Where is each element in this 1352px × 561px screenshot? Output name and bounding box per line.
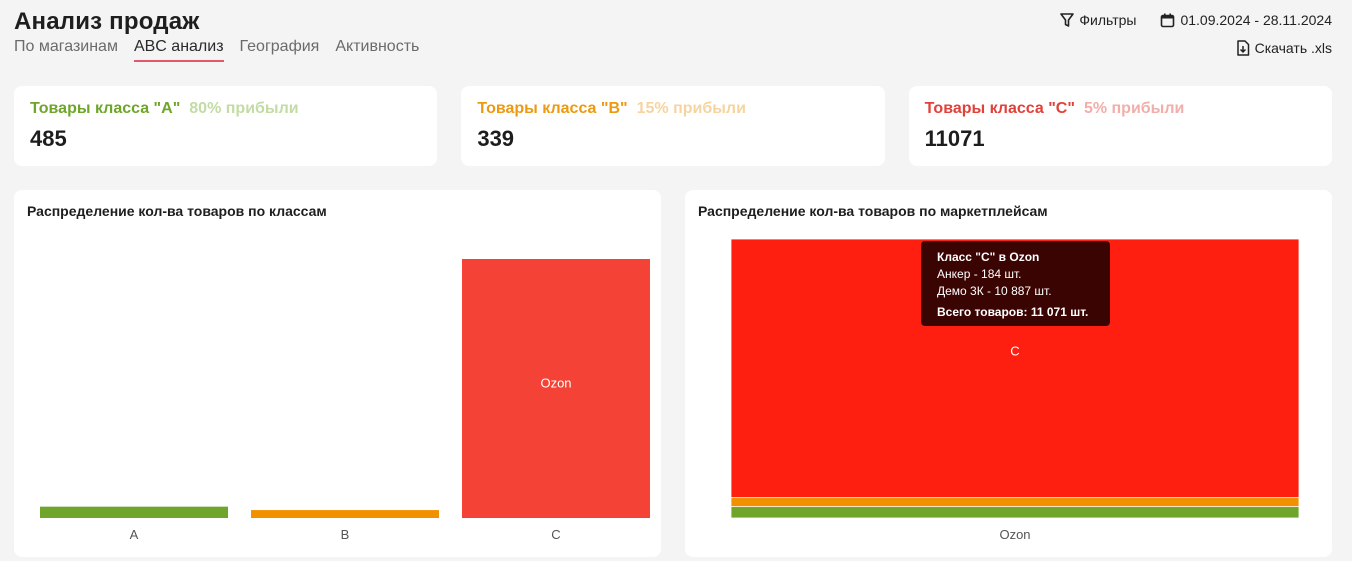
- segment-label: C: [1010, 343, 1019, 358]
- download-xls-button[interactable]: Скачать .xls: [1236, 40, 1332, 56]
- filter-icon: [1060, 12, 1075, 28]
- chart-panel-marketplaces: C Ozon Распределение кол-ва товаров по ма…: [685, 190, 1332, 557]
- date-range-picker[interactable]: 01.09.2024 - 28.11.2024: [1160, 12, 1332, 28]
- kpi-cards: Товары класса "A" 80% прибыли 485 Товары…: [14, 86, 1332, 166]
- tooltip-total: Всего товаров: 11 071 шт.: [937, 305, 1089, 319]
- header-actions: Фильтры 01.09.2024 - 28.11.2024: [1060, 12, 1332, 28]
- file-download-icon: [1236, 40, 1250, 56]
- bar-class-b[interactable]: [251, 510, 439, 518]
- card-class-c: Товары класса "C" 5% прибыли 11071: [908, 86, 1332, 166]
- tab-bar: По магазинам ABC анализ География Активн…: [14, 38, 419, 62]
- filters-label: Фильтры: [1079, 12, 1137, 28]
- chart-title-marketplaces: Распределение кол-ва товаров по маркетпл…: [698, 203, 1048, 219]
- bar-label: Ozon: [540, 376, 571, 391]
- card-class-c-label: Товары класса "C": [924, 100, 1075, 117]
- classes-bar-chart[interactable]: A B C Ozon: [14, 190, 661, 557]
- card-class-b: Товары класса "B" 15% прибыли 339: [461, 86, 885, 166]
- filters-button[interactable]: Фильтры: [1060, 12, 1136, 28]
- date-range-text: 01.09.2024 - 28.11.2024: [1180, 12, 1332, 28]
- tooltip-line-anker: Анкер - 184 шт.: [937, 267, 1022, 281]
- card-class-a-profit: 80% прибыли: [189, 100, 299, 117]
- stack-segment-b[interactable]: [730, 497, 1300, 508]
- download-label: Скачать .xls: [1254, 40, 1332, 56]
- x-tick-label: Ozon: [999, 527, 1030, 542]
- card-class-b-profit: 15% прибыли: [636, 100, 746, 117]
- tab-by-stores[interactable]: По магазинам: [14, 38, 118, 55]
- tab-abc-analysis[interactable]: ABC анализ: [133, 38, 224, 62]
- bar-class-a[interactable]: [40, 506, 228, 518]
- card-class-a-label: Товары класса "A": [30, 100, 181, 117]
- card-class-a: Товары класса "A" 80% прибыли 485: [14, 86, 438, 166]
- card-class-b-value: 339: [477, 126, 515, 151]
- calendar-icon: [1160, 13, 1175, 28]
- stack-segment-a[interactable]: [730, 506, 1300, 519]
- bar-class-c[interactable]: [462, 259, 650, 518]
- x-tick-label: C: [551, 527, 560, 542]
- chart-panel-classes: A B C Ozon Распределение кол-ва товаров по …: [14, 190, 661, 557]
- x-tick-label: B: [341, 527, 350, 542]
- card-class-c-value: 11071: [924, 126, 985, 151]
- card-class-b-label: Товары класса "B": [477, 100, 628, 117]
- tooltip-line-demo: Демо 3К - 10 887 шт.: [937, 284, 1052, 298]
- page-title: Анализ продаж: [14, 8, 200, 35]
- card-class-a-value: 485: [30, 126, 67, 151]
- chart-tooltip: Класс "С" в Ozon Анкер - 184 шт. Демо 3К…: [921, 241, 1110, 326]
- tooltip-title: Класс "С" в Ozon: [937, 250, 1040, 264]
- page-header: Анализ продаж По магазинам ABC анализ Ге…: [14, 6, 1332, 70]
- tab-geography[interactable]: География: [239, 38, 320, 55]
- tab-activity[interactable]: Активность: [335, 38, 420, 55]
- x-tick-label: A: [130, 527, 139, 542]
- card-class-c-profit: 5% прибыли: [1083, 100, 1185, 117]
- chart-title-classes: Распределение кол-ва товаров по классам: [27, 203, 327, 219]
